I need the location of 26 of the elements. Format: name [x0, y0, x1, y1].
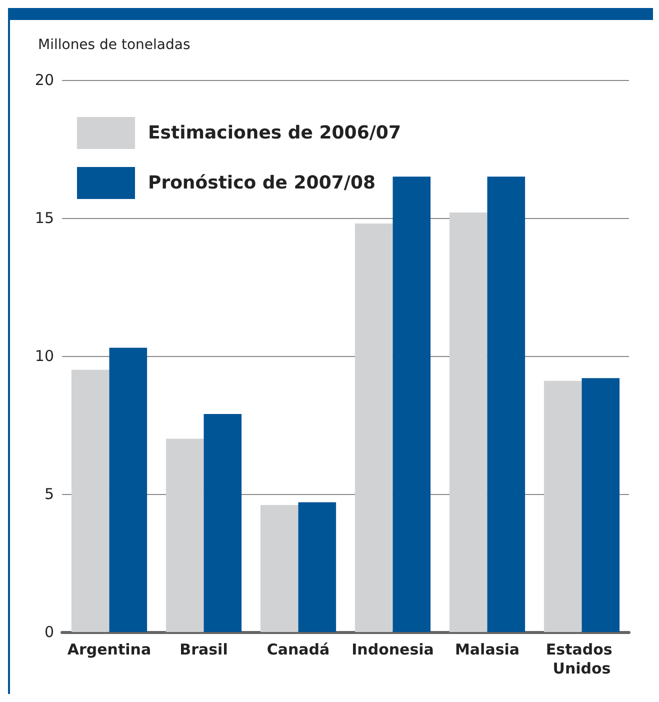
bar [260, 505, 298, 632]
bar [544, 380, 582, 632]
legend-label: Estimaciones de 2006/07 [148, 122, 401, 144]
y-tick-label: 5 [44, 485, 54, 503]
y-tick-label: 10 [34, 347, 54, 365]
x-tick-label: Canadá [266, 640, 330, 658]
x-tick-label: Brasil [180, 640, 228, 658]
bar [204, 414, 242, 632]
y-tick-label: 15 [34, 209, 54, 227]
bar [392, 176, 431, 632]
bar [166, 438, 204, 632]
y-tick-label: 0 [44, 623, 54, 641]
bar [487, 176, 526, 632]
y-tick-label: 20 [34, 71, 54, 89]
y-axis-title: Millones de toneladas [38, 37, 190, 53]
bar [354, 224, 393, 632]
x-tick-label: Argentina [67, 640, 152, 658]
bar [582, 378, 620, 632]
bar [109, 348, 148, 632]
bar [449, 212, 488, 632]
legend-label: Pronóstico de 2007/08 [148, 172, 376, 194]
x-tick-label: Indonesia [352, 640, 434, 658]
x-tick-label: Malasia [454, 640, 520, 658]
bar [298, 502, 336, 632]
x-tick-label: Estados Unidos [546, 640, 618, 678]
bar [71, 370, 110, 632]
